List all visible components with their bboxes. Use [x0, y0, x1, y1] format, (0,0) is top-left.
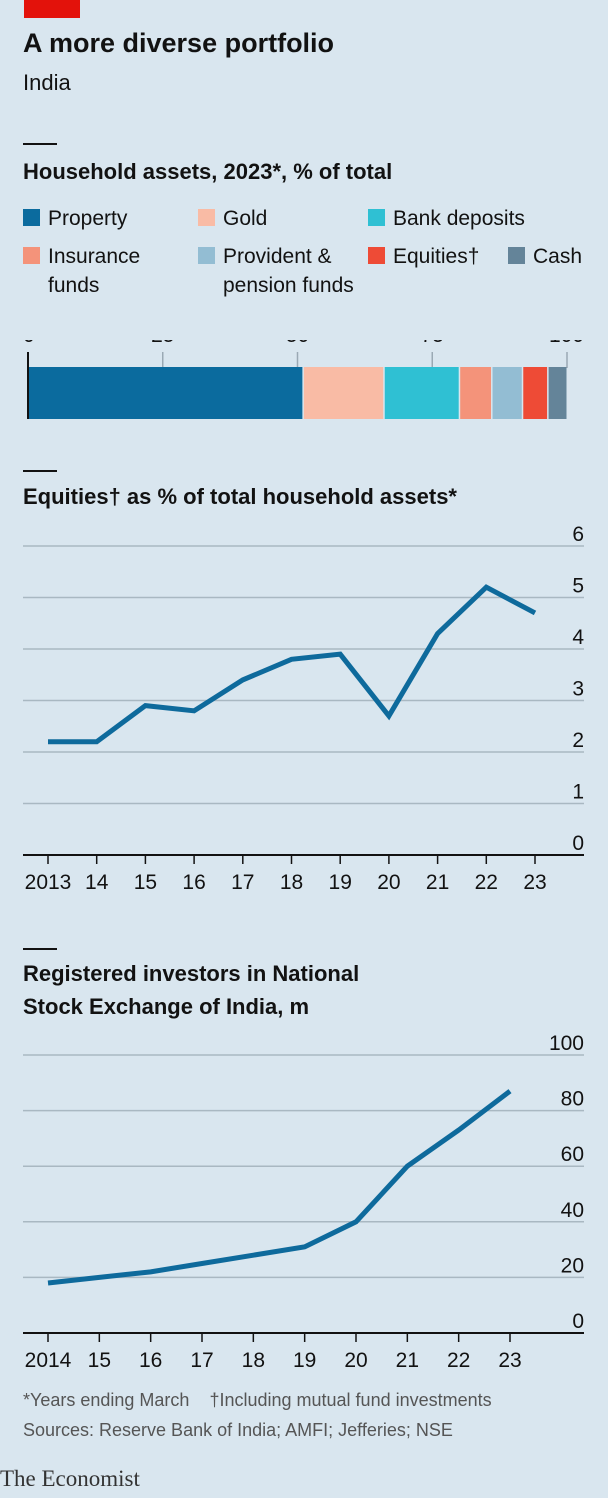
- x-tick-label: 22: [475, 871, 498, 894]
- legend-label: Equities†: [393, 245, 480, 268]
- y-tick-label: 80: [561, 1088, 584, 1111]
- section-rule: [23, 948, 57, 950]
- x-tick-label: 20: [377, 871, 400, 894]
- legend-swatch: [368, 209, 385, 226]
- brand-red-tag: [24, 0, 80, 18]
- x-tick-label: 50: [286, 340, 309, 347]
- x-tick-label: 23: [523, 871, 546, 894]
- x-tick-label: 2013: [25, 871, 72, 894]
- legend-label: Property: [48, 207, 128, 230]
- legend-swatch: [23, 209, 40, 226]
- section-rule: [23, 470, 57, 472]
- legend-swatch: [198, 209, 215, 226]
- y-tick-label: 100: [549, 1032, 584, 1055]
- x-tick-label: 75: [421, 340, 444, 347]
- legend: Property Gold Bank deposits Insurance funds P…: [23, 204, 603, 304]
- bar-segment: [523, 367, 548, 419]
- footnote-years: *Years ending March: [23, 1390, 190, 1410]
- x-tick-label: 20: [344, 1349, 367, 1372]
- x-tick-label: 15: [88, 1349, 111, 1372]
- sources: Sources: Reserve Bank of India; AMFI; Je…: [23, 1420, 453, 1440]
- legend-item: Provident & pension funds: [198, 242, 354, 300]
- bar-segment: [460, 367, 492, 419]
- y-tick-label: 60: [561, 1143, 584, 1166]
- bar-segment: [548, 367, 567, 419]
- legend-item: Cash: [508, 242, 582, 271]
- legend-swatch: [23, 247, 40, 264]
- x-tick-label: 25: [151, 340, 174, 347]
- bar-segment: [29, 367, 303, 419]
- legend-swatch: [198, 247, 215, 264]
- x-tick-label: 17: [190, 1349, 213, 1372]
- x-tick-label: 19: [293, 1349, 316, 1372]
- section-rule: [23, 143, 57, 145]
- x-tick-label: 21: [396, 1349, 419, 1372]
- y-tick-label: 2: [572, 729, 584, 752]
- investors-line-chart: 0 20 40 60 80 100 2014 15 16 17 18 19 20 21 22 23: [23, 1032, 584, 1372]
- x-tick-label: 0: [23, 340, 35, 347]
- x-tick-label: 16: [139, 1349, 162, 1372]
- legend-label: Bank deposits: [393, 207, 525, 230]
- chart3-title-line2: Stock Exchange of India, m: [23, 994, 310, 1019]
- page-title: A more diverse portfolio: [23, 28, 335, 58]
- y-tick-label: 40: [561, 1199, 584, 1222]
- x-tick-label: 22: [447, 1349, 470, 1372]
- footnotes: *Years ending March †Including mutual fu…: [23, 1390, 492, 1411]
- x-tick-label: 23: [498, 1349, 521, 1372]
- legend-swatch: [368, 247, 385, 264]
- legend-item: Equities†: [368, 242, 479, 271]
- x-tick-label: 14: [85, 871, 109, 894]
- y-tick-label: 0: [572, 1310, 584, 1333]
- legend-swatch: [508, 247, 525, 264]
- x-tick-label: 17: [231, 871, 254, 894]
- y-tick-label: 3: [572, 678, 584, 701]
- legend-item: Insurance funds: [23, 242, 140, 300]
- legend-item: Property: [23, 204, 127, 233]
- x-tick-label: 18: [242, 1349, 265, 1372]
- x-tick-label: 18: [280, 871, 303, 894]
- x-tick-label: 19: [329, 871, 352, 894]
- y-tick-label: 4: [572, 626, 584, 649]
- series-line: [47, 1089, 512, 1286]
- y-tick-label: 5: [572, 575, 584, 598]
- chart1-title: Household assets, 2023*, % of total: [23, 159, 393, 184]
- y-tick-label: 20: [561, 1254, 584, 1277]
- legend-item: Gold: [198, 204, 267, 233]
- chart2-title: Equities† as % of total household assets…: [23, 484, 457, 509]
- y-tick-label: 6: [572, 523, 584, 546]
- legend-label: Gold: [223, 207, 268, 230]
- x-tick-label: 21: [426, 871, 449, 894]
- x-tick-label: 100: [549, 340, 584, 347]
- legend-label: Cash: [533, 245, 583, 268]
- legend-label: Insurance funds: [48, 245, 141, 297]
- chart3-title-line1: Registered investors in National: [23, 961, 360, 986]
- footnote-equities: †Including mutual fund investments: [209, 1390, 492, 1410]
- stacked-bar-chart: 0 25 50 75 100: [23, 340, 584, 419]
- page-subtitle: India: [23, 70, 71, 95]
- y-tick-label: 1: [572, 781, 584, 804]
- bar-segment: [384, 367, 459, 419]
- bar-segment: [492, 367, 522, 419]
- chart3-title: Registered investors in National Stock E…: [23, 957, 359, 1023]
- legend-item: Bank deposits: [368, 204, 525, 233]
- x-tick-label: 15: [134, 871, 157, 894]
- x-tick-label: 2014: [25, 1349, 72, 1372]
- series-line: [48, 584, 537, 745]
- economist-logo: The Economist: [0, 1466, 140, 1491]
- legend-label: Provident & pension funds: [223, 245, 354, 297]
- x-tick-label: 16: [182, 871, 205, 894]
- bar-segment: [303, 367, 384, 419]
- y-tick-label: 0: [572, 832, 584, 855]
